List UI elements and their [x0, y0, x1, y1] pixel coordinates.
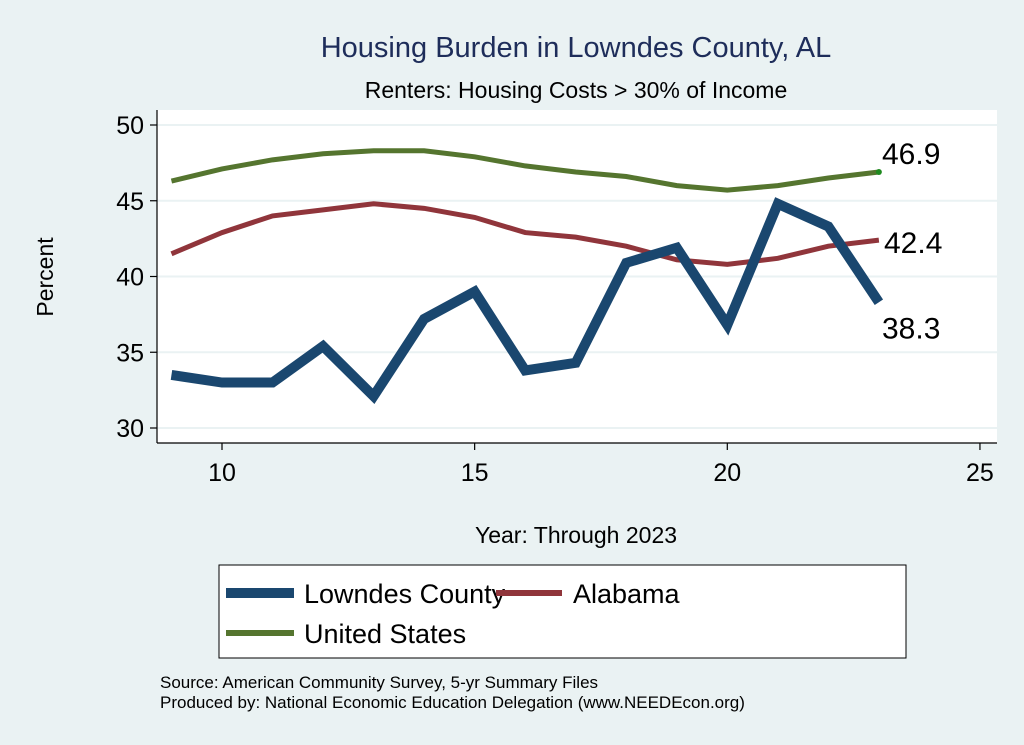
legend-label-lowndes: Lowndes County — [304, 579, 506, 609]
end-label-alabama: 42.4 — [884, 227, 942, 260]
legend-label-us: United States — [304, 619, 466, 649]
chart-title: Housing Burden in Lowndes County, AL — [321, 32, 832, 64]
y-tick-label: 50 — [116, 112, 144, 140]
legend: Lowndes County Alabama United States — [218, 564, 907, 659]
x-axis-label: Year: Through 2023 — [475, 522, 677, 548]
y-axis-label: Percent — [32, 237, 58, 317]
y-tick-label: 40 — [116, 264, 144, 292]
legend-box — [218, 564, 907, 659]
legend-label-alabama: Alabama — [573, 579, 681, 609]
x-tick-label: 25 — [966, 459, 994, 487]
end-labels: 38.3 42.4 46.9 — [882, 138, 942, 345]
y-tick-label: 30 — [116, 415, 144, 443]
x-tick-label: 15 — [461, 459, 489, 487]
x-tick-label: 10 — [208, 459, 236, 487]
chart-subtitle: Renters: Housing Costs > 30% of Income — [365, 77, 788, 103]
y-tick-label: 35 — [116, 339, 144, 367]
end-label-united-states: 46.9 — [882, 138, 940, 171]
end-marker-us — [875, 168, 882, 175]
source-note: Source: American Community Survey, 5-yr … — [160, 673, 598, 692]
axes: 30 35 40 45 50 10 15 20 25 — [116, 110, 997, 487]
x-tick-label: 20 — [713, 459, 741, 487]
producer-note: Produced by: National Economic Education… — [160, 693, 745, 712]
end-label-lowndes-county: 38.3 — [882, 312, 940, 345]
series-lines — [170, 148, 884, 405]
y-tick-label: 45 — [116, 188, 144, 216]
